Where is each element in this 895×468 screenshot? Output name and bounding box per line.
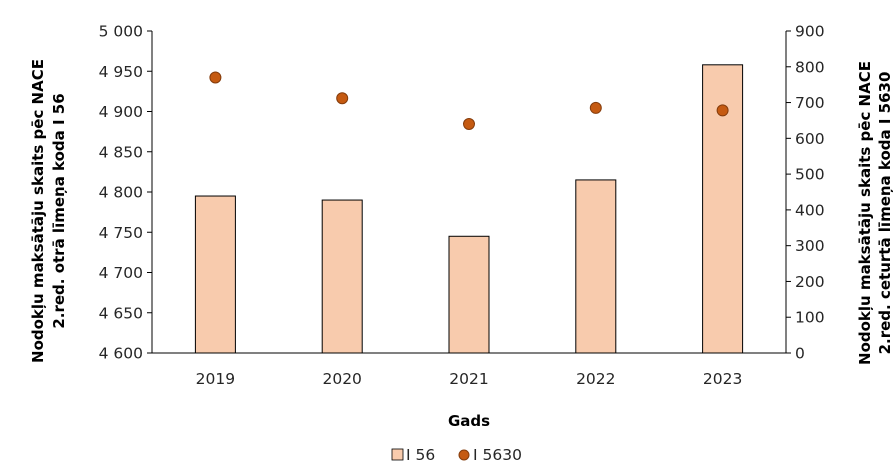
bar-2021 bbox=[448, 235, 490, 354]
right-axis-ticks: 0 100 200 300 400 500 600 700 800 900 bbox=[786, 23, 825, 363]
right-axis-title-line1: Nodokļu maksātāju skaits pēc NACE bbox=[856, 61, 874, 365]
left-tick-label: 4 800 bbox=[99, 184, 143, 202]
right-tick-label: 600 bbox=[795, 130, 825, 148]
right-tick-label: 400 bbox=[795, 201, 825, 219]
right-axis-title-line2: 2.red. ceturtā līmeņa koda I 5630 bbox=[876, 72, 894, 355]
bar-2019 bbox=[194, 195, 236, 354]
left-tick-label: 4 750 bbox=[99, 224, 143, 242]
left-tick-label: 4 950 bbox=[99, 63, 143, 81]
x-tick-label: 2023 bbox=[703, 370, 742, 388]
point-2023 bbox=[716, 104, 729, 117]
bar-2020 bbox=[321, 199, 363, 354]
scatter-series bbox=[209, 71, 729, 131]
right-tick-label: 100 bbox=[795, 309, 825, 327]
x-axis-ticks: 2019 2020 2021 2022 2023 bbox=[196, 370, 743, 388]
right-tick-label: 700 bbox=[795, 94, 825, 112]
right-tick-label: 200 bbox=[795, 273, 825, 291]
x-tick-label: 2021 bbox=[449, 370, 488, 388]
x-tick-label: 2019 bbox=[196, 370, 235, 388]
right-tick-label: 0 bbox=[795, 345, 805, 363]
right-tick-label: 800 bbox=[795, 58, 825, 76]
legend-label-point: I 5630 bbox=[473, 446, 522, 464]
left-tick-label: 5 000 bbox=[99, 23, 143, 41]
legend: I 56 I 5630 bbox=[391, 446, 522, 464]
point-2022 bbox=[589, 101, 602, 114]
left-tick-label: 4 900 bbox=[99, 103, 143, 121]
left-axis-title-line1: Nodokļu maksātāju skaits pēc NACE bbox=[29, 59, 47, 363]
left-tick-label: 4 600 bbox=[99, 345, 143, 363]
x-axis-title: Gads bbox=[448, 412, 490, 430]
left-axis-ticks: 4 600 4 650 4 700 4 750 4 800 4 850 4 900 4 950… bbox=[99, 23, 152, 363]
x-tick-label: 2020 bbox=[322, 370, 361, 388]
left-tick-label: 4 650 bbox=[99, 304, 143, 322]
left-tick-label: 4 700 bbox=[99, 264, 143, 282]
right-tick-label: 900 bbox=[795, 23, 825, 41]
point-2021 bbox=[463, 118, 475, 131]
right-tick-label: 500 bbox=[795, 166, 825, 184]
legend-label-bar: I 56 bbox=[406, 446, 435, 464]
x-tick-label: 2022 bbox=[576, 370, 615, 388]
left-axis-title-line2: 2.red. otrā līmeņa koda I 56 bbox=[50, 93, 68, 328]
bar-2022 bbox=[575, 179, 617, 354]
point-2020 bbox=[336, 92, 349, 105]
legend-swatch-point bbox=[458, 449, 470, 461]
legend-swatch-bar bbox=[391, 448, 404, 461]
right-tick-label: 300 bbox=[795, 237, 825, 255]
point-2019 bbox=[209, 71, 222, 84]
left-tick-label: 4 850 bbox=[99, 143, 143, 161]
bar-series bbox=[194, 64, 744, 354]
